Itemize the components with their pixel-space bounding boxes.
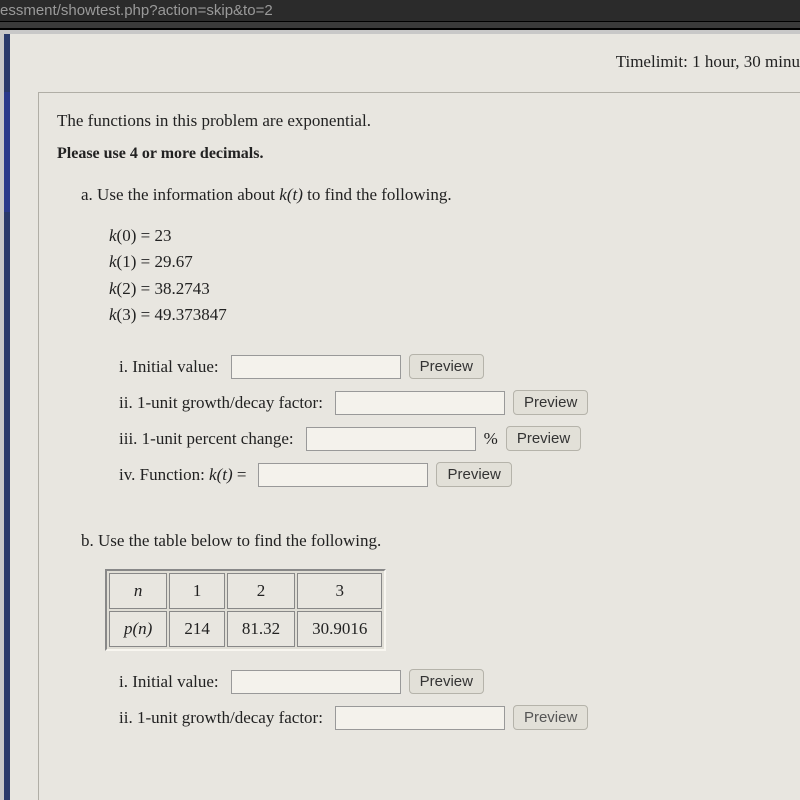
answer-label: iii. 1-unit percent change: [119, 429, 294, 449]
answer-row-ii: ii. 1-unit growth/decay factor: Preview [119, 390, 782, 415]
accent-bar [4, 92, 10, 212]
given-row: k(2) = 38.2743 [109, 276, 782, 302]
part-a-suffix: to find the following. [303, 185, 452, 204]
browser-url-bar: essment/showtest.php?action=skip&to=2 [0, 0, 800, 22]
growth-factor-input-a[interactable] [335, 391, 505, 415]
outer-frame: Timelimit: 1 hour, 30 minu The functions… [0, 30, 800, 800]
part-a-prefix: a. Use the information about [81, 185, 279, 204]
given-row: k(0) = 23 [109, 223, 782, 249]
table-cell: 81.32 [227, 611, 295, 647]
preview-button[interactable]: Preview [409, 669, 484, 694]
answer-row-i: i. Initial value: Preview [119, 354, 782, 379]
preview-button[interactable]: Preview [409, 354, 484, 379]
preview-button[interactable]: Preview [513, 705, 588, 730]
part-a-fn: k(t) [279, 185, 303, 204]
answer-row-b-ii: ii. 1-unit growth/decay factor: Preview [119, 705, 782, 730]
answer-label: i. Initial value: [119, 357, 219, 377]
question-box: The functions in this problem are expone… [38, 92, 800, 800]
url-text: essment/showtest.php?action=skip&to=2 [0, 2, 273, 19]
table-row: p(n) 214 81.32 30.9016 [109, 611, 382, 647]
table-cell: 1 [169, 573, 225, 609]
table-row: n 1 2 3 [109, 573, 382, 609]
percent-symbol: % [484, 429, 498, 449]
growth-factor-input-b[interactable] [335, 706, 505, 730]
answer-label: ii. 1-unit growth/decay factor: [119, 393, 323, 413]
initial-value-input-b[interactable] [231, 670, 401, 694]
preview-button[interactable]: Preview [506, 426, 581, 451]
initial-value-input-a[interactable] [231, 355, 401, 379]
intro-text-1: The functions in this problem are expone… [57, 111, 782, 131]
part-a-givens: k(0) = 23 k(1) = 29.67 k(2) = 38.2743 k(… [109, 223, 782, 328]
table-header-fn: p(n) [109, 611, 167, 647]
answer-label: ii. 1-unit growth/decay factor: [119, 708, 323, 728]
part-b-answers: i. Initial value: Preview ii. 1-unit gro… [119, 669, 782, 730]
part-b-table: n 1 2 3 p(n) 214 81.32 30.9016 [105, 569, 386, 651]
timelimit-text: Timelimit: 1 hour, 30 minu [616, 52, 800, 72]
answer-row-iv: iv. Function: k(t) = Preview [119, 462, 782, 487]
part-a-prompt: a. Use the information about k(t) to fin… [81, 185, 782, 205]
table-cell: 214 [169, 611, 225, 647]
answer-row-iii: iii. 1-unit percent change: % Preview [119, 426, 782, 451]
table-cell: 2 [227, 573, 295, 609]
answer-label: iv. Function: k(t) = [119, 465, 246, 485]
given-row: k(1) = 29.67 [109, 249, 782, 275]
table-cell: 3 [297, 573, 382, 609]
table-header-var: n [109, 573, 167, 609]
page-frame: Timelimit: 1 hour, 30 minu The functions… [4, 34, 800, 800]
given-row: k(3) = 49.373847 [109, 302, 782, 328]
table-cell: 30.9016 [297, 611, 382, 647]
intro-text-2: Please use 4 or more decimals. [57, 145, 782, 163]
part-b-prompt: b. Use the table below to find the follo… [81, 531, 782, 551]
function-input-a[interactable] [258, 463, 428, 487]
preview-button[interactable]: Preview [513, 390, 588, 415]
percent-change-input-a[interactable] [306, 427, 476, 451]
part-a-answers: i. Initial value: Preview ii. 1-unit gro… [119, 354, 782, 487]
answer-row-b-i: i. Initial value: Preview [119, 669, 782, 694]
browser-chrome-strip [0, 22, 800, 30]
preview-button[interactable]: Preview [436, 462, 511, 487]
answer-label: i. Initial value: [119, 672, 219, 692]
